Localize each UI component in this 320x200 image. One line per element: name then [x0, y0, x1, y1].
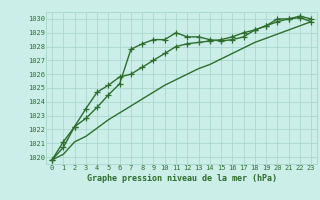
X-axis label: Graphe pression niveau de la mer (hPa): Graphe pression niveau de la mer (hPa)	[87, 174, 276, 183]
